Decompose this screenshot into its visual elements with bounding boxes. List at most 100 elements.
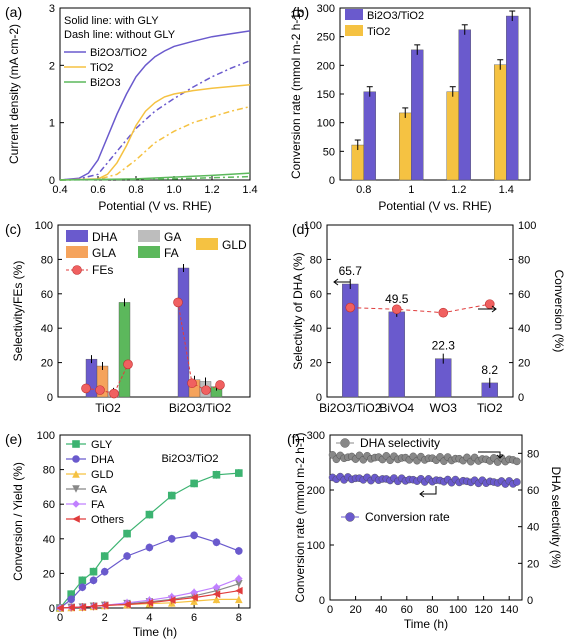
panel-e-legend-label: GLD bbox=[91, 469, 114, 481]
panel-a-line-Bi2O3-dash bbox=[59, 175, 251, 181]
panel-f-x-tick-label: 20 bbox=[349, 604, 361, 616]
panel-e-point-GLY bbox=[67, 590, 75, 598]
panel-e-point-Others bbox=[123, 600, 131, 609]
panel-b-y-tick-label: 50 bbox=[323, 146, 335, 158]
panel-e-point-GLY bbox=[167, 491, 176, 500]
panel-b-y-tick-label: 100 bbox=[317, 118, 335, 130]
panel-f-xlabel: Time (h) bbox=[404, 617, 448, 631]
panel-f-x-tick-label: 140 bbox=[500, 604, 518, 616]
panel-e-legend-label: GA bbox=[91, 484, 108, 496]
panel-e-legend-marker bbox=[72, 440, 80, 448]
panel-e-ylabel: Conversion / Yield (%) bbox=[11, 462, 25, 581]
panel-b-x-tick-label: 1 bbox=[408, 184, 414, 196]
panel-c-y-tick-label: 60 bbox=[41, 289, 53, 301]
panel-f-x-tick-label: 60 bbox=[401, 604, 413, 616]
panel-d-conversion-line bbox=[350, 303, 490, 314]
panel-e-point-GLY bbox=[89, 567, 98, 576]
panel-c-fe-line bbox=[177, 302, 221, 391]
panel-f-y-tick-label: 100 bbox=[307, 540, 325, 552]
panel-c-y-tick-label: 20 bbox=[41, 358, 53, 370]
panel-e-point-GA bbox=[235, 579, 243, 588]
panel-b-label: (b) bbox=[292, 4, 309, 20]
panel-c-legend-swatch bbox=[138, 230, 160, 242]
panel-f-legend-label: Conversion rate bbox=[365, 510, 450, 524]
panel-e-legend-label: GLY bbox=[91, 439, 113, 451]
panel-f-y-tick-label: 200 bbox=[307, 485, 325, 497]
panel-d-data-label: 22.3 bbox=[432, 339, 456, 353]
panel-b-ylabel: Conversion rate (mmol m-2 h-1) bbox=[289, 9, 303, 179]
panel-a-line-Bi2O3/TiO2-dash bbox=[59, 60, 251, 181]
panel-f-point bbox=[513, 457, 521, 466]
panel-a-line-Bi2O3/TiO2-solid bbox=[59, 30, 251, 181]
panel-e-point-DHA bbox=[167, 535, 176, 543]
panel-c-legend-swatch bbox=[196, 238, 218, 250]
panel-e-point-FA bbox=[235, 574, 243, 583]
panel-d-data-label: 8.2 bbox=[481, 363, 498, 377]
panel-d-bar bbox=[342, 283, 359, 398]
panel-c-legend-label: FEs bbox=[92, 263, 113, 277]
panel-e-legend-marker bbox=[72, 470, 80, 478]
panel-a-annotation: Solid line: with GLY bbox=[64, 15, 159, 27]
panel-f-point bbox=[513, 478, 521, 486]
panel-f-frame bbox=[329, 434, 523, 601]
panel-c-fe-point bbox=[173, 297, 183, 308]
panel-c-fe-point bbox=[187, 378, 197, 389]
panel-c-frame bbox=[57, 224, 251, 398]
panel-d-x-tick-label: BiVO4 bbox=[379, 401, 414, 415]
panel-d-y-tick-label: 20 bbox=[310, 358, 322, 370]
panel-d-data-label: 49.5 bbox=[385, 292, 409, 306]
panel-d-y-tick-label: 100 bbox=[304, 220, 322, 232]
panel-a-x-tick-label: 0.4 bbox=[52, 184, 67, 196]
panel-e-point-GLY bbox=[235, 469, 243, 477]
panel-c-legend-fe-point bbox=[72, 265, 82, 275]
panel-e-x-tick-label: 4 bbox=[146, 612, 152, 624]
panel-e-point-DHA bbox=[100, 567, 109, 576]
panel-e-xlabel: Time (h) bbox=[133, 625, 177, 639]
panel-e-point-DHA bbox=[78, 583, 87, 592]
panel-b-y-tick-label: 250 bbox=[317, 32, 335, 44]
panel-f-y2label: DHA selectivity (%) bbox=[549, 466, 563, 568]
panel-b-x-tick-label: 0.8 bbox=[356, 184, 371, 196]
panel-d-y2-tick-label: 40 bbox=[518, 323, 530, 335]
panel-d-y2label: Conversion (%) bbox=[552, 270, 565, 353]
panel-d-bar bbox=[435, 358, 452, 398]
panel-b-legend-swatch bbox=[345, 9, 363, 20]
panel-d-bar bbox=[388, 311, 405, 398]
panel-e-point-Others bbox=[212, 590, 221, 598]
panel-b-y-tick-label: 200 bbox=[317, 60, 335, 72]
panel-a-y-tick-label: 1 bbox=[49, 118, 55, 130]
panel-d-conversion-point bbox=[345, 302, 356, 313]
panel-e-y-tick-label: 0 bbox=[49, 603, 55, 615]
panel-c-fe-point bbox=[201, 385, 211, 395]
panel-b-legend-label: Bi2O3/TiO2 bbox=[367, 10, 424, 22]
panel-b-bar bbox=[446, 91, 459, 181]
panel-a-line-TiO2-dash bbox=[59, 105, 251, 181]
panel-b-bar bbox=[506, 15, 519, 181]
panel-e-point-Others bbox=[167, 596, 176, 605]
panel-e-point-DHA bbox=[145, 543, 154, 552]
panel-f-x-tick-label: 40 bbox=[375, 604, 387, 616]
panel-e-point-GLD bbox=[235, 595, 243, 604]
panel-d-y2-tick-label: 0 bbox=[518, 392, 524, 404]
panel-b-legend-label: TiO2 bbox=[367, 26, 390, 38]
panel-f-y2-tick-label: 80 bbox=[527, 448, 539, 460]
panel-e-point-DHA bbox=[235, 547, 243, 555]
panel-a-y-tick-label: 2 bbox=[49, 60, 55, 72]
panel-b-y-tick-label: 0 bbox=[329, 175, 335, 187]
panel-b-bar bbox=[351, 144, 364, 181]
panel-e-point-GLY bbox=[100, 552, 109, 560]
panel-e-x-tick-label: 0 bbox=[57, 612, 63, 624]
panel-c-y-tick-label: 40 bbox=[41, 323, 53, 335]
panel-a-legend-label: Bi2O3/TiO2 bbox=[90, 47, 147, 59]
panel-c-fe-line bbox=[85, 364, 129, 395]
panel-e-point-DHA bbox=[123, 552, 131, 560]
panel-a-frame bbox=[59, 7, 251, 181]
panel-f-ylabel: Conversion rate (mmol m-2 h-1) bbox=[293, 432, 307, 602]
panel-c-y-tick-label: 80 bbox=[41, 254, 53, 266]
panel-d-x-tick-label: Bi2O3/TiO2 bbox=[319, 401, 382, 415]
panel-e-y-tick-label: 80 bbox=[43, 465, 55, 477]
panel-e-legend-marker bbox=[72, 500, 80, 508]
panel-d-x-tick-label: TiO2 bbox=[477, 401, 503, 415]
panel-d-data-label: 65.7 bbox=[339, 264, 363, 278]
panel-e-legend-marker bbox=[72, 485, 80, 493]
